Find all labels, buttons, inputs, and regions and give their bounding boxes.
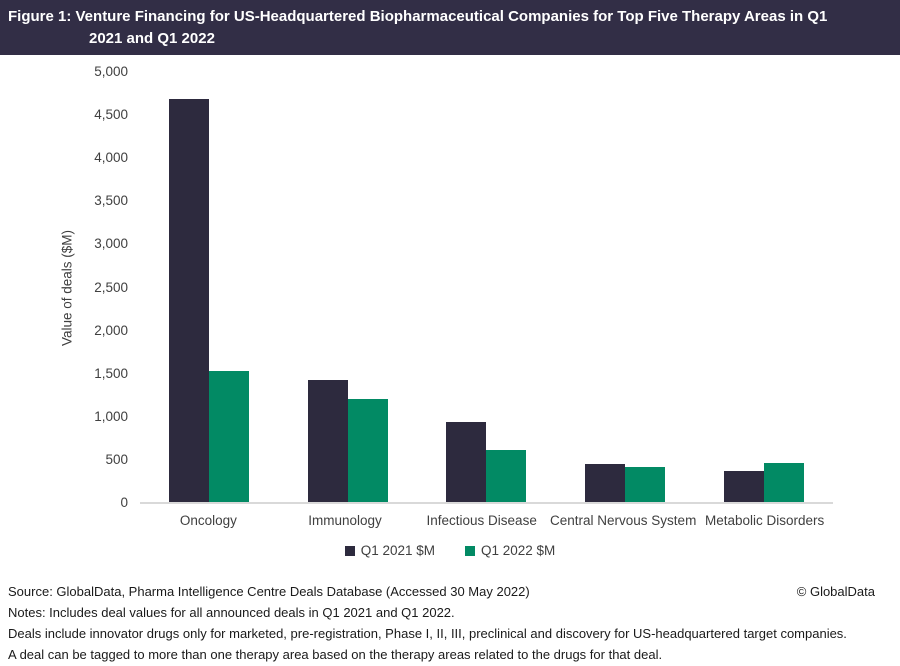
y-tick-label: 3,000 xyxy=(94,236,128,252)
footer-note: A deal can be tagged to more than one th… xyxy=(8,647,663,662)
legend-label: Q1 2021 $M xyxy=(360,543,435,558)
y-tick-label: 3,500 xyxy=(94,193,128,209)
x-axis-label-cell: Central Nervous System xyxy=(550,513,696,528)
y-tick-label: 4,000 xyxy=(94,150,128,166)
chart-legend: Q1 2021 $M Q1 2022 $M xyxy=(0,543,900,558)
footer-source-row: Source: GlobalData, Pharma Intelligence … xyxy=(8,583,875,600)
bar-group-immunology xyxy=(279,72,418,502)
bar-group-central-nervous-system xyxy=(556,72,695,502)
legend-label: Q1 2022 $M xyxy=(481,543,556,558)
legend-swatch-icon xyxy=(465,545,475,556)
x-axis-label-cell: Infectious Disease xyxy=(413,513,550,528)
x-axis-label-cell: Metabolic Disorders xyxy=(696,513,833,528)
x-axis-label-cell: Oncology xyxy=(140,513,277,528)
x-axis-label: Metabolic Disorders xyxy=(705,513,825,528)
y-tick-label: 4,500 xyxy=(94,107,128,123)
bar-q1-2021-m xyxy=(723,470,764,502)
x-axis-labels: Oncology Immunology Infectious Disease Cent… xyxy=(140,513,833,528)
x-axis-label: Immunology xyxy=(308,513,382,528)
footer-note: Deals include innovator drugs only for m… xyxy=(8,626,847,641)
y-tick-label: 1,500 xyxy=(94,365,128,381)
y-tick-label: 5,000 xyxy=(94,64,128,79)
bar-q1-2022-m xyxy=(486,450,527,502)
bar-group-infectious-disease xyxy=(417,72,556,502)
bar-q1-2021-m xyxy=(307,379,348,502)
legend-swatch-icon xyxy=(344,545,355,556)
legend-item: Q1 2022 $M xyxy=(465,543,555,558)
plot-area xyxy=(140,72,833,504)
legend-item: Q1 2021 $M xyxy=(344,543,435,558)
bar-group-metabolic-disorders xyxy=(694,72,833,502)
x-axis-label-cell: Immunology xyxy=(277,513,414,528)
bar-q1-2021-m xyxy=(585,464,626,502)
x-axis-label: Infectious Disease xyxy=(426,513,537,528)
bar-q1-2022-m xyxy=(347,398,388,502)
bar-q1-2022-m xyxy=(625,466,666,502)
y-tick-label: 0 xyxy=(120,495,128,510)
figure-header: Figure 1: Venture Financing for US-Headq… xyxy=(0,0,900,55)
y-tick-label: 1,000 xyxy=(94,408,128,424)
figure-title-line2: 2021 and Q1 2022 xyxy=(89,30,215,47)
figure-title-line1: Figure 1: Venture Financing for US-Headq… xyxy=(8,8,828,25)
y-tick-label: 2,000 xyxy=(94,322,128,338)
bar-group-oncology xyxy=(140,72,279,502)
bar-q1-2022-m xyxy=(209,370,250,502)
footer-note: Notes: Includes deal values for all anno… xyxy=(8,605,455,620)
bar-q1-2021-m xyxy=(169,99,210,502)
bar-q1-2022-m xyxy=(763,463,804,502)
bar-q1-2021-m xyxy=(446,421,487,502)
source-text: Source: GlobalData, Pharma Intelligence … xyxy=(8,584,530,599)
y-tick-label: 2,500 xyxy=(94,279,128,295)
x-axis-label: Central Nervous System xyxy=(550,513,697,528)
x-axis-label: Oncology xyxy=(179,513,237,528)
copyright-notice: © GlobalData xyxy=(796,584,875,599)
y-tick-label: 500 xyxy=(105,451,128,467)
